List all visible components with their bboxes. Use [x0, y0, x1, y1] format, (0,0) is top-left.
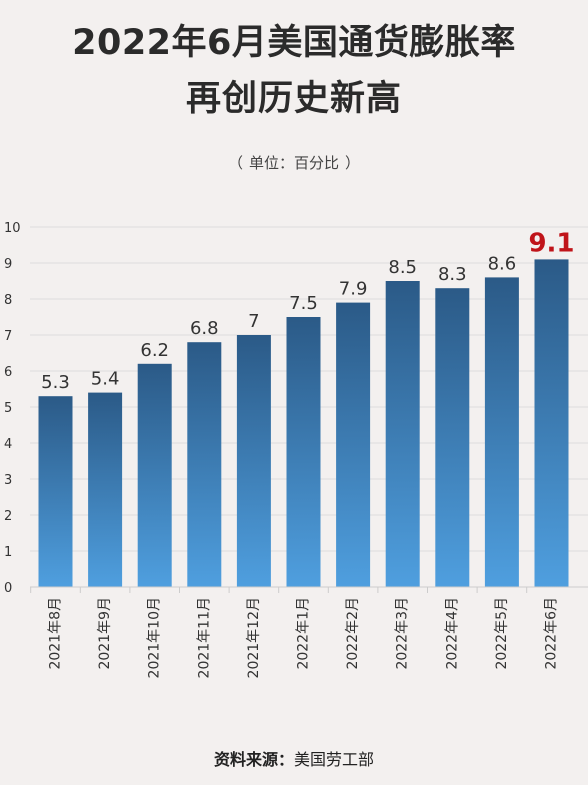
bar-chart: 0 1 2 3 4 5 6 7 8 9 10 5.3 5.4 6.2 6.8 7 7.5 7.9 8.5 8.3 8.… — [4, 221, 588, 678]
y-tick-label: 9 — [4, 257, 12, 272]
unit-note: （ 单位：百分比 ） — [0, 152, 588, 173]
bar — [286, 317, 321, 587]
source-label: 资料来源： — [213, 750, 294, 769]
y-axis: 0 1 2 3 4 5 6 7 8 9 10 — [4, 221, 21, 596]
bar — [38, 396, 73, 587]
bar — [187, 342, 222, 587]
chart-title-line2: 再创历史新高 — [185, 79, 402, 119]
x-tick-label: 2022年5月 — [494, 597, 510, 670]
x-tick-label: 2021年9月 — [97, 597, 113, 670]
bar — [88, 392, 123, 587]
bar — [534, 259, 569, 587]
y-tick-label: 8 — [4, 293, 12, 308]
y-tick-label: 7 — [4, 329, 12, 344]
value-label: 5.4 — [91, 369, 120, 390]
value-label: 8.6 — [488, 253, 517, 274]
unit-text: 单位：百分比 — [248, 154, 339, 172]
y-tick-label: 0 — [4, 581, 12, 596]
value-label: 8.5 — [388, 257, 417, 278]
y-tick-label: 4 — [4, 437, 12, 452]
y-tick-label: 3 — [4, 473, 12, 488]
value-label: 7 — [248, 311, 259, 332]
bars — [38, 259, 569, 587]
bar — [484, 277, 519, 587]
x-axis: 2021年8月 2021年9月 2021年10月 2021年11月 2021年12月 20… — [30, 586, 588, 678]
value-label: 7.9 — [339, 279, 368, 300]
y-tick-label: 6 — [4, 365, 12, 380]
value-labels: 5.3 5.4 6.2 6.8 7 7.5 7.9 8.5 8.3 8.6 9.1 — [41, 228, 574, 393]
unit-open-paren: （ — [227, 154, 243, 172]
x-tick-label: 2021年10月 — [147, 597, 163, 678]
y-tick-label: 5 — [4, 401, 12, 416]
unit-close-paren: ） — [345, 154, 361, 172]
x-tick-label: 2021年8月 — [48, 597, 64, 670]
source-note: 资料来源：美国劳工部 — [0, 746, 588, 770]
bar — [435, 288, 470, 587]
value-label-highlight: 9.1 — [528, 228, 574, 258]
x-tick-label: 2022年3月 — [395, 597, 411, 670]
x-tick-label: 2022年6月 — [544, 597, 560, 670]
value-label: 7.5 — [289, 293, 318, 314]
value-label: 8.3 — [438, 264, 467, 285]
x-tick-label: 2021年11月 — [196, 597, 212, 678]
value-label: 6.8 — [190, 318, 219, 339]
bar — [336, 302, 371, 587]
x-tick-label: 2022年4月 — [444, 597, 460, 670]
y-tick-label: 1 — [4, 545, 12, 560]
bar — [236, 335, 271, 587]
x-tick-label: 2021年12月 — [246, 597, 262, 678]
source-value: 美国劳工部 — [294, 750, 375, 769]
x-tick-label: 2022年1月 — [296, 597, 312, 670]
chart-title-line1: 2022年6月美国通货膨胀率 — [72, 23, 516, 63]
bar — [137, 363, 172, 587]
x-tick-label: 2022年2月 — [345, 597, 361, 670]
bar — [385, 281, 420, 587]
y-tick-label: 2 — [4, 509, 12, 524]
y-tick-label: 10 — [4, 221, 21, 236]
value-label: 6.2 — [140, 340, 169, 361]
value-label: 5.3 — [41, 372, 70, 393]
